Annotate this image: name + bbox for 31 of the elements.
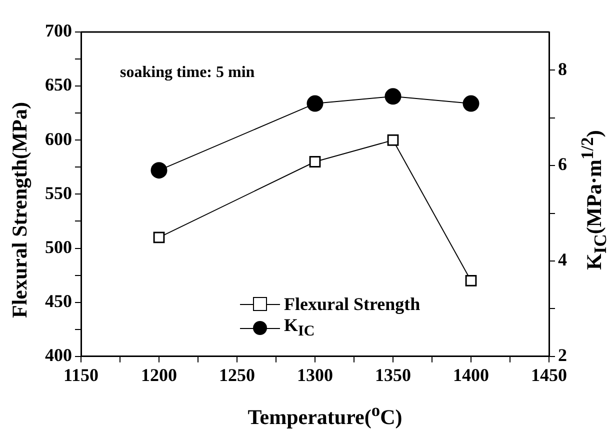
x-tick-label: 1350 [375,364,411,385]
y-tick-label: 400 [45,345,72,366]
y-tick-label: 550 [45,182,72,203]
y-tick-label: 450 [45,290,72,311]
point [384,88,402,105]
y-axis-title: Flexural Strength(MPa) [8,102,32,318]
x-tick-label: 1200 [141,364,177,385]
x-tick-label: 1450 [531,364,567,385]
x-tick-label: 1300 [297,364,333,385]
point [465,275,477,286]
point [309,156,321,168]
y-tick-label: 600 [45,128,72,149]
y2-tick-label: 6 [558,154,567,174]
y-tick-label: 650 [45,74,72,95]
y-tick-label: 500 [45,236,72,257]
point [306,95,324,112]
y2-tick-label: 4 [558,250,567,270]
x-axis-title: Temperature($^{o}$C) [246,400,404,430]
point [462,95,480,112]
annotation: soaking time: 5 min [120,64,255,82]
y2-tick-label: 8 [558,58,567,79]
x-tick-label: 1150 [63,364,99,385]
point [150,162,168,179]
x-tick-label: 1400 [453,364,489,385]
legend-label: Flexural Strength [284,294,420,314]
y-tick-label: 700 [45,20,72,41]
point [387,134,399,146]
y2-tick-label: 2 [558,345,567,366]
legend-label: K$_{IC}$ [284,315,315,341]
point [153,232,165,244]
x-tick-label: 1250 [219,364,255,385]
